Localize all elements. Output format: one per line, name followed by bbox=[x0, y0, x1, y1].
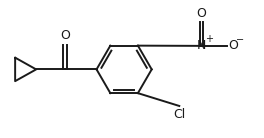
Text: N: N bbox=[197, 39, 206, 52]
Text: O: O bbox=[197, 7, 206, 20]
Text: O: O bbox=[228, 39, 238, 52]
Text: Cl: Cl bbox=[173, 108, 185, 121]
Text: −: − bbox=[236, 35, 244, 45]
Text: O: O bbox=[60, 30, 70, 43]
Text: +: + bbox=[205, 34, 213, 44]
